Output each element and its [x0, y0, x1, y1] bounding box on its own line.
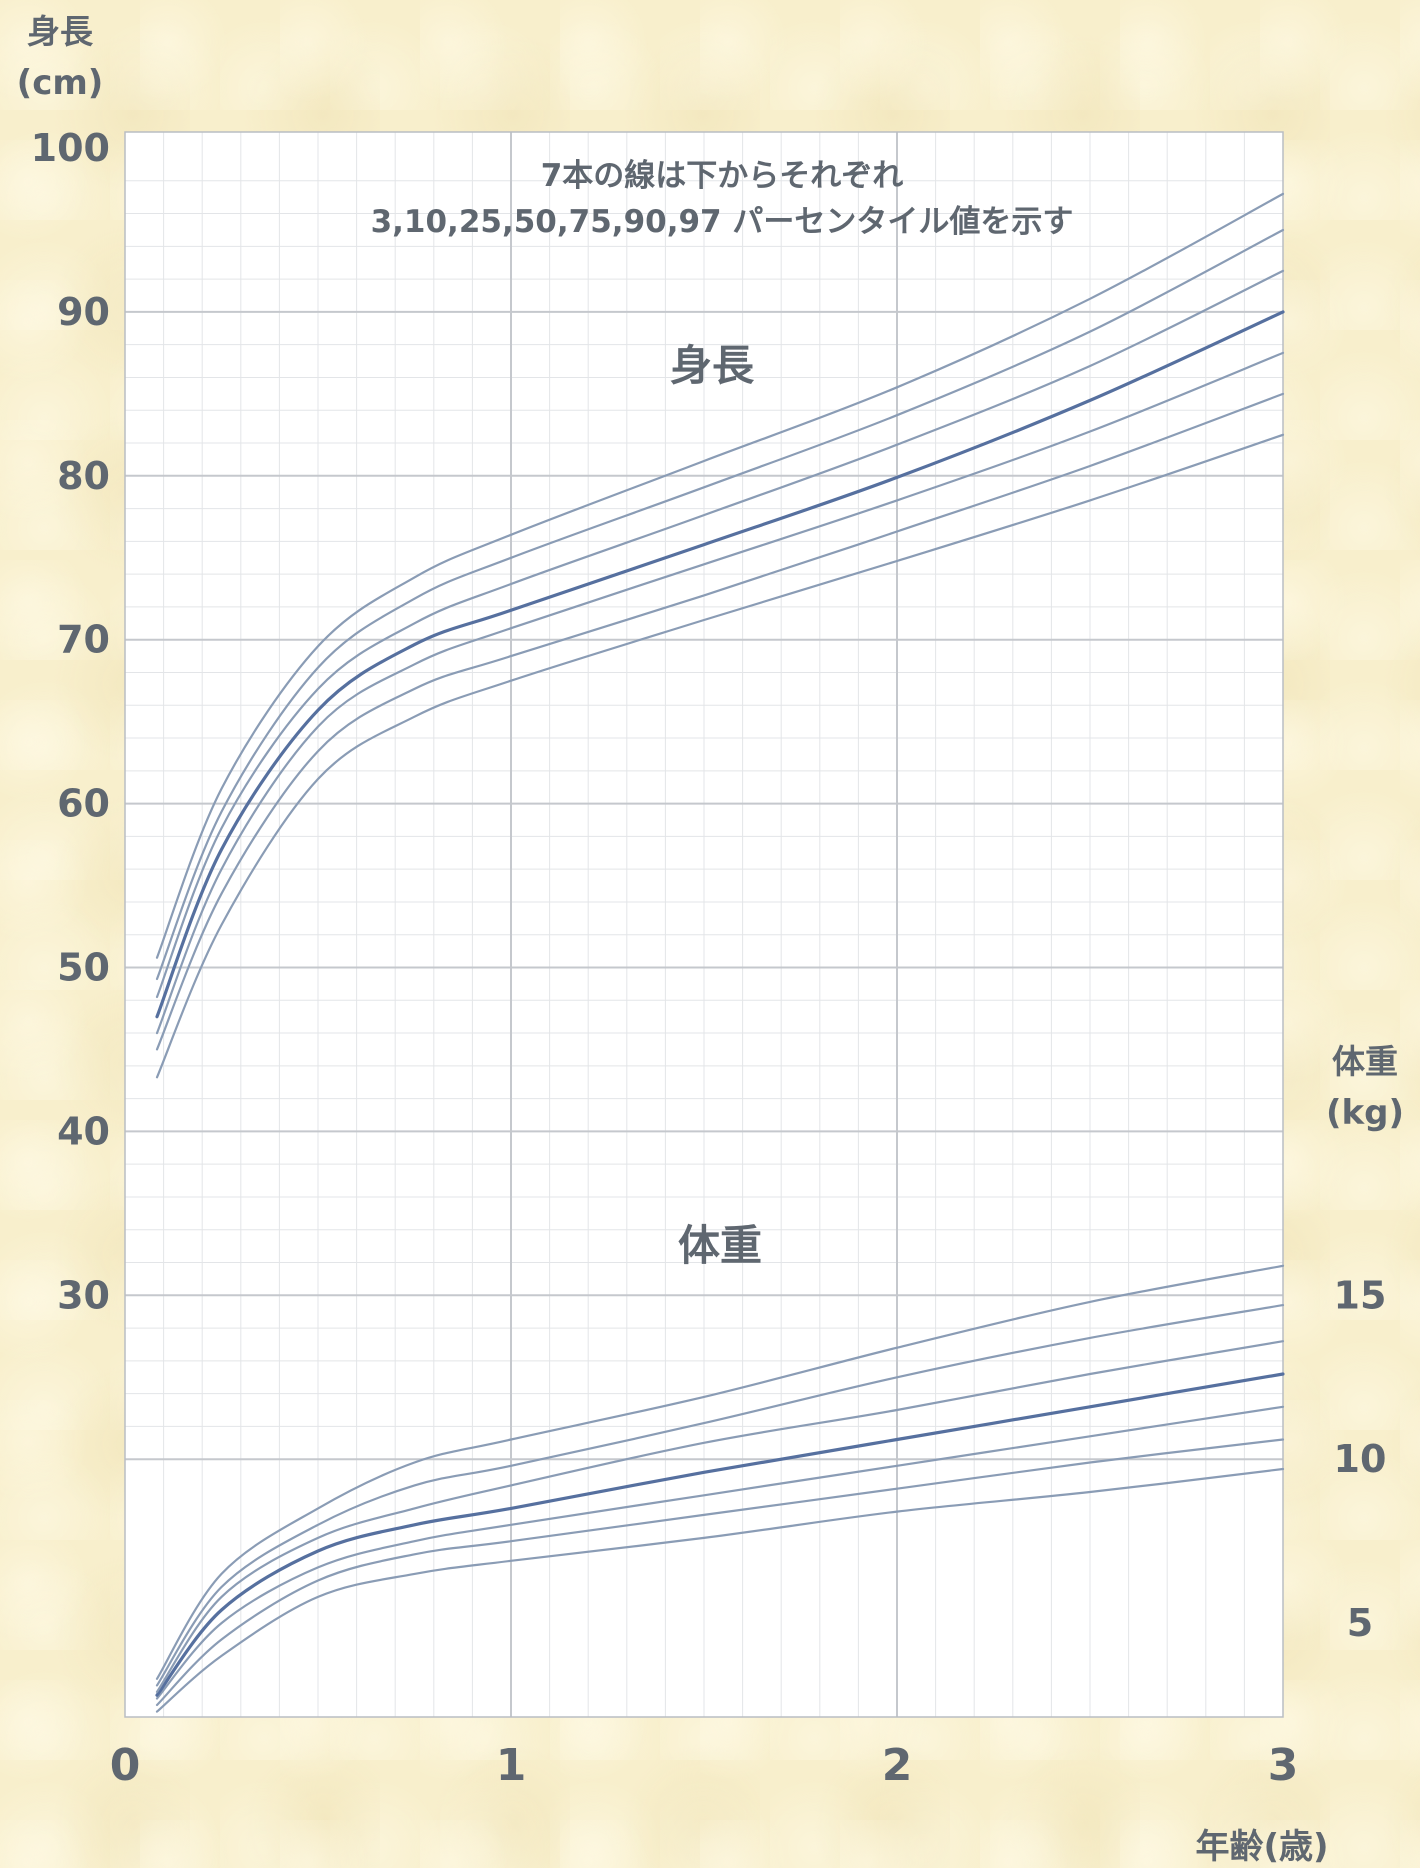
note-line-2: 3,10,25,50,75,90,97 パーセンタイル値を示す: [371, 204, 1074, 240]
height-p90-line: [155, 228, 1285, 981]
y-left-label-line2: (cm): [17, 63, 104, 103]
y-left-tick-label: 60: [57, 782, 110, 826]
height-p75-line: [155, 269, 1285, 999]
grid-major: [125, 132, 1283, 1717]
y-right-tick-label: 5: [1347, 1601, 1373, 1645]
y-right-tick-label: 15: [1334, 1273, 1387, 1317]
weight-p25-line: [155, 1405, 1285, 1700]
height-p50-line: [155, 310, 1285, 1019]
height-series-group: [155, 192, 1285, 1079]
weight-p75-line: [155, 1340, 1285, 1693]
weight-p3-line: [155, 1467, 1285, 1713]
height-p25-line: [155, 351, 1285, 1035]
y-left-tick-label: 30: [57, 1273, 110, 1317]
y-right-tick-labels: 5 10 15: [1334, 1273, 1387, 1645]
x-tick-label: 1: [496, 1740, 527, 1791]
weight-p90-line: [155, 1304, 1285, 1687]
y-right-label-line1: 体重: [1332, 1042, 1398, 1081]
y-left-tick-labels: 30 40 50 60 70 80 90 100: [31, 126, 110, 1317]
y-right-label-line2: (kg): [1326, 1093, 1404, 1133]
weight-p10-line: [155, 1438, 1285, 1707]
x-tick-labels: 0 1 2 3: [110, 1740, 1299, 1791]
y-right-tick-label: 10: [1334, 1437, 1387, 1481]
weight-p50-line: [155, 1372, 1285, 1697]
grid-minor: [125, 132, 1283, 1717]
y-left-tick-label: 50: [57, 946, 110, 990]
y-left-tick-label: 90: [57, 290, 110, 334]
note-line-1: 7本の線は下からそれぞれ: [541, 158, 904, 194]
y-left-tick-label: 100: [31, 126, 110, 170]
weight-p97-line: [155, 1264, 1285, 1680]
y-left-tick-label: 70: [57, 618, 110, 662]
height-p3-line: [155, 433, 1285, 1079]
x-tick-label: 3: [1268, 1740, 1299, 1791]
x-tick-label: 0: [110, 1740, 141, 1791]
height-p10-line: [155, 392, 1285, 1051]
weight-series-group: [155, 1264, 1285, 1713]
height-series-label: 身長: [670, 341, 755, 390]
x-axis-label: 年齢(歳): [1195, 1827, 1328, 1867]
x-tick-label: 2: [882, 1740, 913, 1791]
plot-border: [124, 131, 1284, 1718]
height-p97-line: [155, 192, 1285, 959]
weight-series-label: 体重: [678, 1221, 762, 1270]
y-left-tick-label: 40: [57, 1109, 110, 1153]
y-left-tick-label: 80: [57, 454, 110, 498]
y-left-label-line1: 身長: [27, 12, 94, 51]
